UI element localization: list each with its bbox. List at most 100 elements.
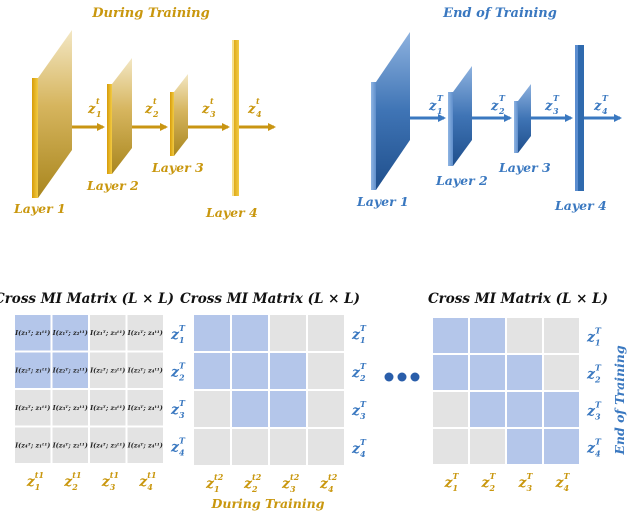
svg-text:z: z xyxy=(138,474,148,490)
col-label-z2: z T 2 xyxy=(481,471,497,493)
z4-t-label: z t 4 xyxy=(247,96,262,119)
z2-t-label: z t 2 xyxy=(144,96,159,119)
svg-text:1: 1 xyxy=(96,109,102,119)
layer-2-slab xyxy=(107,58,132,174)
col-label-z2: z t1 2 xyxy=(63,470,81,492)
svg-text:t2: t2 xyxy=(252,472,262,482)
matrix-cell xyxy=(468,390,507,429)
svg-text:2: 2 xyxy=(359,373,366,383)
matrix-cell xyxy=(192,427,232,467)
svg-text:z: z xyxy=(247,102,256,117)
layer-1-label: Layer 1 xyxy=(13,201,66,216)
matrix-cell xyxy=(505,390,544,429)
svg-text:z: z xyxy=(87,102,96,117)
svg-text:z: z xyxy=(518,475,528,491)
svg-text:t: t xyxy=(256,96,260,106)
cross-mi-matrix-3: z T1z T2z T3z T4z T1 z T2 z T3 z T4 xyxy=(431,316,602,493)
svg-text:T: T xyxy=(595,363,602,373)
col-label-z4: z T 4 xyxy=(555,471,571,493)
layer-1-label: Layer 1 xyxy=(356,194,409,209)
end-of-training-title: End of Training xyxy=(442,6,557,21)
mi-cell-label: I(z₁ᵀ; z₄ᵗ¹) xyxy=(127,329,163,337)
matrix-cell xyxy=(125,425,165,465)
matrix-cell xyxy=(50,425,90,465)
svg-text:z: z xyxy=(144,102,153,117)
svg-text:z: z xyxy=(490,99,499,114)
matrix-cell xyxy=(50,350,90,390)
col-label-z4: z t1 4 xyxy=(138,470,156,492)
svg-text:T: T xyxy=(602,93,609,103)
mi-cell-label: I(z₃ᵀ; z₂ᵗ¹) xyxy=(52,404,88,412)
svg-text:4: 4 xyxy=(595,449,601,459)
layer-1-slab xyxy=(371,32,410,190)
svg-text:T: T xyxy=(553,93,560,103)
svg-text:4: 4 xyxy=(564,483,570,493)
mi-cell-label: I(z₁ᵀ; z₁ᵗ¹) xyxy=(14,329,50,337)
col-label-z1: z T 1 xyxy=(444,471,460,493)
svg-text:3: 3 xyxy=(527,483,533,493)
svg-text:z: z xyxy=(351,365,361,381)
matrix-cell xyxy=(268,389,308,429)
row-label-z2: z T 2 xyxy=(170,360,186,382)
svg-text:z: z xyxy=(351,403,361,419)
svg-text:1: 1 xyxy=(437,106,443,116)
matrix-cell xyxy=(431,390,470,429)
svg-text:T: T xyxy=(499,93,506,103)
row-label-z4: z T 4 xyxy=(351,437,367,459)
svg-text:T: T xyxy=(595,326,602,336)
svg-text:z: z xyxy=(593,99,602,114)
row-label-z2: z T 2 xyxy=(586,363,602,385)
matrix-cell xyxy=(542,353,581,392)
svg-text:4: 4 xyxy=(360,449,366,459)
svg-text:z: z xyxy=(586,367,596,383)
svg-text:z: z xyxy=(586,441,596,457)
col-label-z3: z T 3 xyxy=(518,471,534,493)
row-label-z1: z T 1 xyxy=(586,326,602,348)
col-label-z1: z t1 1 xyxy=(26,470,44,492)
mi-cell-label: I(z₃ᵀ; z₁ᵗ¹) xyxy=(14,404,50,412)
matrix-3-title: Cross MI Matrix (L × L) xyxy=(428,291,608,307)
svg-text:t1: t1 xyxy=(35,470,44,480)
svg-text:4: 4 xyxy=(256,109,262,119)
mi-cell-label: I(z₄ᵀ; z₃ᵗ¹) xyxy=(89,441,125,449)
svg-text:T: T xyxy=(595,437,602,447)
svg-text:T: T xyxy=(179,323,186,333)
matrix-cell xyxy=(230,427,270,467)
during-training-title: During Training xyxy=(91,6,209,21)
layer-4-label: Layer 4 xyxy=(554,198,607,213)
during-training-network: During Training z t 1 xyxy=(13,6,276,220)
svg-text:T: T xyxy=(360,437,367,447)
col-label-z2: z t2 2 xyxy=(243,472,262,494)
svg-text:z: z xyxy=(481,475,491,491)
svg-text:t2: t2 xyxy=(214,472,224,482)
cross-mi-matrix-2: z T1z T2z T3z T4z t21 z t22 z t23 z t24 xyxy=(192,313,367,494)
col-label-z3: z t2 3 xyxy=(281,472,300,494)
svg-text:t: t xyxy=(153,96,157,106)
svg-text:z: z xyxy=(243,476,253,492)
matrix-cell xyxy=(125,313,165,353)
matrix-cell xyxy=(542,390,581,429)
svg-text:z: z xyxy=(101,474,111,490)
matrix-cell xyxy=(431,353,470,392)
mi-cell-label: I(z₂ᵀ; z₃ᵗ¹) xyxy=(89,366,125,374)
mi-cell-label: I(z₃ᵀ; z₄ᵗ¹) xyxy=(127,404,163,412)
matrix-1-title: Cross MI Matrix (L × L) xyxy=(0,291,174,307)
layer-3-label: Layer 3 xyxy=(151,160,204,175)
matrix-cell xyxy=(542,316,581,355)
svg-text:3: 3 xyxy=(290,484,296,494)
svg-text:3: 3 xyxy=(210,109,216,119)
svg-text:z: z xyxy=(281,476,291,492)
svg-text:T: T xyxy=(179,398,186,408)
svg-text:T: T xyxy=(360,361,367,371)
z1-t-label: z t 1 xyxy=(87,96,102,119)
row-label-z4: z T 4 xyxy=(586,437,602,459)
matrix-cell xyxy=(268,313,308,353)
layer-2-label: Layer 2 xyxy=(86,178,139,193)
matrix-cell xyxy=(125,350,165,390)
svg-text:T: T xyxy=(179,435,186,445)
layer-4-label: Layer 4 xyxy=(205,205,258,220)
row-label-z3: z T 3 xyxy=(170,398,186,420)
svg-text:z: z xyxy=(170,439,180,455)
row-label-z3: z T 3 xyxy=(586,400,602,422)
svg-text:T: T xyxy=(595,400,602,410)
